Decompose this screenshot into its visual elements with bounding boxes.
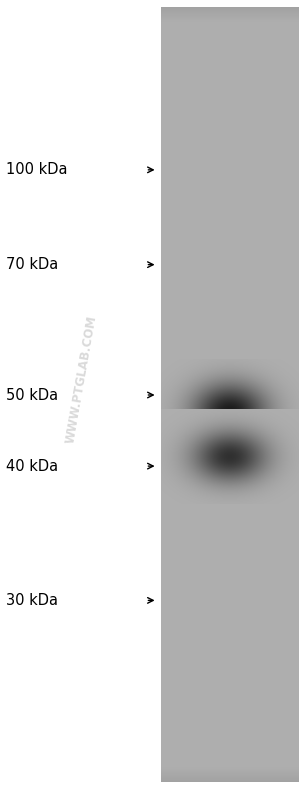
Text: 70 kDa: 70 kDa	[6, 258, 58, 272]
Text: 100 kDa: 100 kDa	[6, 163, 68, 177]
Text: 50 kDa: 50 kDa	[6, 388, 58, 402]
Text: WWW.PTGLAB.COM: WWW.PTGLAB.COM	[63, 314, 99, 444]
Text: 40 kDa: 40 kDa	[6, 459, 58, 473]
Text: 30 kDa: 30 kDa	[6, 593, 58, 608]
